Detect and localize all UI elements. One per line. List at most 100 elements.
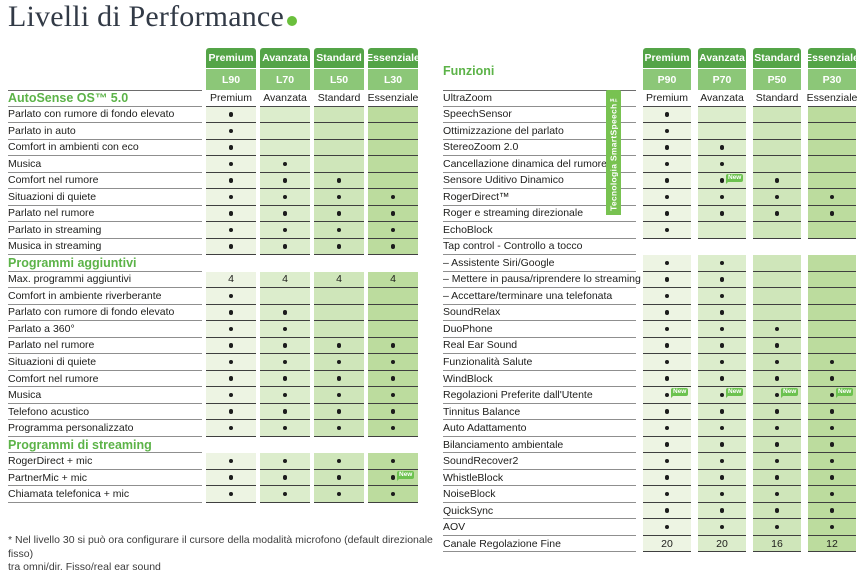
availability-cell [808,189,856,206]
row-label: Parlato nel rumore [8,206,202,223]
availability-cell [643,519,691,536]
availability-cell [753,370,801,388]
table-row: Comfort nel rumore [8,370,420,388]
level-code: P90 [643,69,691,90]
availability-cell [368,189,418,206]
availability-cell [206,304,256,322]
dot-icon [282,376,288,381]
dot-icon [719,524,725,530]
dot-icon [390,194,396,200]
availability-cell [206,172,256,190]
availability-cell [698,469,746,487]
availability-cell [753,288,801,305]
table-row: RogerDirect™ [443,189,857,206]
availability-cell [368,106,418,124]
availability-cell [206,453,256,470]
availability-cell: New [698,387,746,404]
table-row: Musica [8,156,420,173]
availability-cell [643,123,691,140]
dot-icon [390,211,396,216]
dot-icon [390,425,396,431]
dot-icon [829,211,835,216]
row-label: EchoBlock [443,222,636,239]
dot-icon [664,409,670,414]
availability-cell [643,486,691,503]
table-row: StereoZoom 2.0 [443,139,857,157]
availability-cell: 20 [698,535,746,553]
dot-icon [336,227,342,233]
row-label: Comfort nel rumore [8,371,202,388]
dot-icon [829,359,835,365]
level-code: L50 [314,69,364,90]
availability-cell [808,255,856,272]
dot-icon [336,409,342,414]
dot-icon [228,392,234,398]
availability-cell [698,304,746,322]
availability-cell [643,222,691,239]
availability-cell [314,370,364,388]
level-label-cell: Essenziale [368,90,418,107]
availability-cell [698,271,746,289]
table-row: – Mettere in pausa/riprendere lo streami… [443,271,857,289]
table-row: Tap control - Controllo a tocco [443,239,857,256]
availability-cell [643,337,691,355]
dot-icon [664,475,670,480]
dot-icon [719,392,725,398]
new-badge: New [726,388,744,399]
column-header-standard: Standard L50 [314,48,364,90]
row-label: Parlato nel rumore [8,338,202,355]
dot-icon [282,211,288,216]
availability-cell [314,337,364,355]
availability-cell [808,420,856,437]
table-header: Premium P90 Avanzata P70 Standard P50 Es… [443,48,857,90]
dot-icon [664,343,670,348]
table-row: Regolazioni Preferite dall'Utente New New N… [443,387,857,404]
availability-cell [314,321,364,338]
level-label-cell: Avanzata [698,90,746,107]
availability-cell [260,420,310,437]
availability-cell [260,189,310,206]
table-row: – Assistente Siri/Google [443,255,857,272]
dot-icon [829,508,835,513]
availability-cell: 16 [753,535,801,553]
dot-icon [829,524,835,530]
table-row: Parlato in auto [8,123,420,140]
level-code: L70 [260,69,310,90]
column-gap [643,239,691,256]
availability-cell [643,453,691,470]
availability-cell [698,106,746,124]
dot-icon [282,458,288,464]
availability-cell [753,139,801,157]
availability-cell [260,453,310,470]
row-label: – Mettere in pausa/riprendere lo streami… [443,272,641,289]
availability-cell [808,403,856,421]
availability-cell [753,321,801,338]
page-title-text: Livelli di Performance [8,0,284,33]
availability-cell [368,304,418,322]
row-label: Comfort in ambiente riverberante [8,288,202,305]
level-name: Standard [753,48,801,69]
dot-icon [774,392,780,398]
dot-icon [282,161,288,167]
availability-cell [314,288,364,305]
availability-cell [753,502,801,520]
row-label: Regolazioni Preferite dall'Utente [443,387,636,404]
dot-icon [774,211,780,216]
dot-icon [774,524,780,530]
performance-levels-table: Premium L90 Avanzata L70 Standard L50 Es… [8,48,420,503]
availability-cell [808,205,856,223]
dot-icon [774,425,780,431]
availability-cell [698,139,746,157]
availability-cell [206,370,256,388]
dot-icon [774,442,780,447]
row-label: Programma personalizzato [8,420,202,437]
table-row: UltraZoom Premium Avanzata Standard Essenzia… [443,90,857,107]
dot-icon [664,227,670,233]
new-badge: New [726,173,744,184]
dot-icon [228,178,234,183]
column-gap [698,239,746,256]
table-row: DuoPhone [443,321,857,338]
availability-cell [698,205,746,223]
availability-cell [260,205,310,223]
dot-icon [719,343,725,348]
